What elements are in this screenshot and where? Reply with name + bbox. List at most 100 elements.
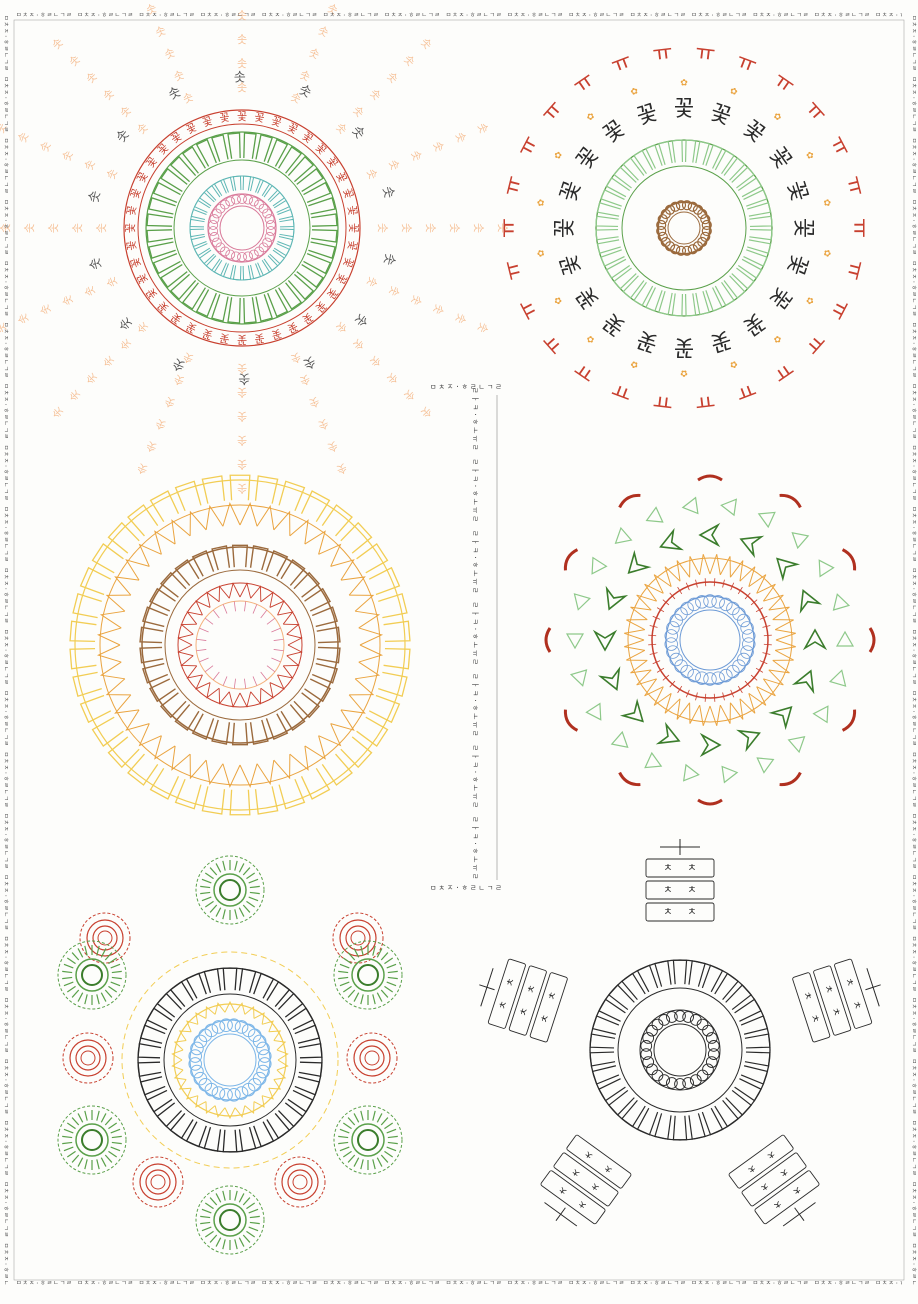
svg-text:ㅊ: ㅊ [808,1013,821,1025]
svg-text:솟: 솟 [448,223,461,233]
svg-text:꽃: 꽃 [572,143,604,174]
svg-text:솟: 솟 [234,70,246,85]
svg-text:✿: ✿ [585,111,598,124]
svg-text:꽃: 꽃 [270,114,284,129]
svg-text:솟: 솟 [298,372,312,388]
svg-text:솟: 솟 [134,120,150,136]
svg-text:솟: 솟 [350,336,366,352]
svg-text:솟: 솟 [95,223,108,233]
svg-text:솟: 솟 [408,149,424,163]
svg-text:ㅊ: ㅊ [583,1147,597,1161]
svg-text:솟: 솟 [88,256,105,271]
svg-text:꽃: 꽃 [201,326,215,341]
svg-text:ㅠ: ㅠ [694,40,717,67]
svg-text:꽃: 꽃 [253,111,265,125]
svg-text:솟: 솟 [307,394,321,410]
svg-text:솟: 솟 [82,158,98,172]
svg-text:꽃: 꽃 [345,205,359,217]
svg-text:ㅊ: ㅊ [687,863,696,874]
svg-text:솟: 솟 [307,46,321,62]
svg-text:솟: 솟 [384,70,400,86]
svg-text:솟: 솟 [237,81,247,94]
svg-text:ㅊ: ㅊ [789,1183,803,1197]
center-footer: ㅁㅊㅈ·ㅎㄹㄴㄱㄹ [430,884,504,892]
svg-text:꽃: 꽃 [674,97,694,122]
border-text-bottom: ㅁㅊㅈ·ㅎㄹㄴㄱㄹ ㅁㅊㅈ·ㅎㄹㄴㄱㄹ ㅁㅊㅈ·ㅎㄹㄴㄱㄹ ㅁㅊㅈ·ㅎㄹㄴㄱㄹ … [16,1280,902,1287]
svg-text:솟: 솟 [408,293,424,307]
svg-text:ㅠ: ㅠ [847,218,872,238]
svg-text:솟: 솟 [333,120,349,136]
svg-text:꽃: 꽃 [201,114,215,129]
svg-text:꽃: 꽃 [556,251,586,278]
poster-frame [13,19,905,1281]
svg-text:솟: 솟 [384,370,400,386]
svg-text:솟: 솟 [475,121,491,135]
svg-text:✿: ✿ [536,198,547,208]
svg-text:꽃: 꽃 [572,282,604,313]
svg-text:솟: 솟 [60,293,76,307]
svg-text:✿: ✿ [821,249,832,259]
svg-text:✿: ✿ [771,111,784,124]
center-header: ㅁㅊㅈ·ㅎㄹㄴㄱㄹ [430,383,504,391]
svg-text:꽃: 꽃 [340,256,355,270]
svg-text:솟: 솟 [47,223,60,233]
svg-text:ㅊ: ㅊ [539,1013,552,1025]
svg-text:솟: 솟 [38,302,54,316]
svg-text:솟: 솟 [67,387,83,403]
svg-text:✿: ✿ [821,198,832,208]
svg-text:꽃: 꽃 [634,326,661,356]
svg-text:ㅊ: ㅊ [557,1183,571,1197]
svg-text:ㅊ: ㅊ [744,1161,758,1175]
border-text-top: ㅁㅊㅈ·ㅎㄹㄴㄱㄹ ㅁㅊㅈ·ㅎㄹㄴㄱㄹ ㅁㅊㅈ·ㅎㄹㄴㄱㄹ ㅁㅊㅈ·ㅎㄹㄴㄱㄹ … [16,12,902,19]
svg-text:솟: 솟 [181,90,195,106]
svg-text:솟: 솟 [237,386,247,399]
svg-text:ㅠ: ㅠ [537,329,569,361]
svg-text:솟: 솟 [430,140,446,154]
svg-text:ㅊ: ㅊ [663,863,672,874]
svg-text:✿: ✿ [536,248,547,258]
svg-text:솟: 솟 [386,158,402,172]
svg-text:솟: 솟 [50,404,66,420]
svg-text:ㅊ: ㅊ [800,990,813,1002]
mandala-yellow [69,474,411,816]
svg-text:솟: 솟 [101,353,117,369]
svg-text:솟: 솟 [135,461,149,477]
svg-text:ㅊ: ㅊ [687,907,696,918]
svg-text:솟: 솟 [237,410,247,423]
svg-text:꽃: 꽃 [707,100,734,130]
satellite-rosette [57,1105,127,1175]
svg-text:ㅊ: ㅊ [764,1147,778,1161]
satellite-rosette [333,940,403,1010]
svg-text:꽃: 꽃 [340,187,355,201]
svg-text:솟: 솟 [237,362,247,375]
svg-text:솟: 솟 [430,302,446,316]
svg-text:솟: 솟 [84,370,100,386]
svg-text:ㅊ: ㅊ [546,990,559,1002]
svg-text:ㅠ: ㅠ [694,389,717,416]
svg-text:꽃: 꽃 [782,251,812,278]
svg-text:꽃: 꽃 [674,334,694,359]
svg-text:솟: 솟 [87,189,104,204]
svg-text:ㅊ: ㅊ [497,999,510,1011]
svg-text:꽃: 꽃 [237,333,247,346]
svg-text:꽃: 꽃 [313,141,329,157]
svg-text:꽃: 꽃 [345,239,359,251]
svg-text:✿: ✿ [803,294,816,306]
svg-text:ㅠ: ㅠ [608,377,636,408]
svg-text:솟: 솟 [50,36,66,52]
svg-text:솟: 솟 [238,370,250,385]
svg-text:솟: 솟 [237,9,247,22]
svg-text:꽃: 꽃 [782,178,812,205]
svg-text:ㅠ: ㅠ [651,40,674,67]
svg-text:솟: 솟 [418,36,434,52]
satellite-rosette [57,940,127,1010]
svg-text:솟: 솟 [166,84,183,103]
satellite-rosette [132,1156,184,1208]
svg-text:✿: ✿ [552,294,565,306]
svg-text:ㅠ: ㅠ [499,173,528,199]
svg-text:꽃: 꽃 [219,111,231,125]
